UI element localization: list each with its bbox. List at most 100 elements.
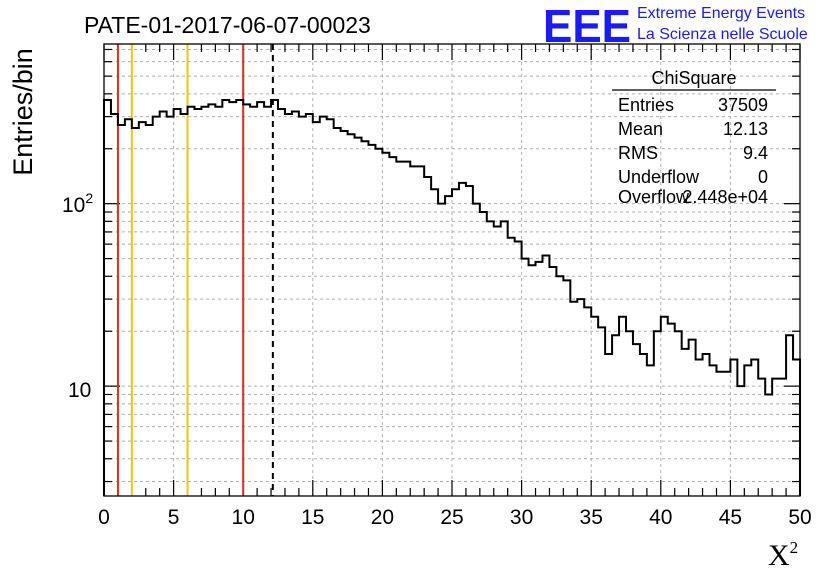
histogram-bin bbox=[306, 114, 313, 496]
histogram-bin bbox=[355, 138, 362, 496]
y-tick-label-100: 102 bbox=[62, 190, 93, 217]
plot-frame bbox=[103, 43, 801, 497]
histogram-bin bbox=[188, 107, 195, 496]
histogram-bin bbox=[320, 117, 327, 496]
histogram-bin bbox=[501, 221, 508, 496]
histogram-bin bbox=[584, 307, 591, 496]
grid bbox=[104, 44, 800, 496]
histogram-bin bbox=[341, 131, 348, 496]
histogram-bin bbox=[626, 331, 633, 496]
histogram-bin bbox=[111, 114, 118, 496]
stats-label-rms: RMS bbox=[618, 143, 658, 163]
histogram-bin bbox=[647, 365, 654, 496]
histogram-bin bbox=[292, 111, 299, 496]
histogram-bin bbox=[438, 204, 445, 496]
histogram-bin bbox=[153, 117, 160, 496]
chart-title: PATE-01-2017-06-07-00023 bbox=[84, 12, 371, 38]
eee-logo-line2: La Scienza nelle Scuole bbox=[637, 26, 808, 43]
histogram-bin bbox=[591, 317, 598, 496]
y-tick-label-10: 10 bbox=[68, 379, 91, 402]
histogram-bin bbox=[118, 125, 125, 496]
histogram-bin bbox=[201, 107, 208, 496]
histogram-bin bbox=[348, 134, 355, 496]
x-tick-label: 35 bbox=[580, 506, 603, 529]
histogram-bin bbox=[619, 317, 626, 496]
y-tick-label-100-exponent: 2 bbox=[85, 190, 93, 206]
histogram-bin bbox=[716, 372, 723, 496]
stats-label-entries: Entries bbox=[618, 95, 674, 115]
histogram-outline bbox=[103, 98, 801, 496]
x-tick-label: 5 bbox=[168, 506, 180, 529]
x-tick-label: 20 bbox=[371, 506, 394, 529]
histogram-bin bbox=[758, 379, 765, 496]
histogram-bin bbox=[793, 359, 800, 496]
histogram-bin bbox=[368, 145, 375, 496]
histogram-bin bbox=[396, 162, 403, 496]
stats-label-mean: Mean bbox=[618, 119, 663, 139]
x-tick-label: 40 bbox=[649, 506, 672, 529]
stats-value-rms: 9.4 bbox=[743, 143, 768, 163]
histogram-bin bbox=[125, 119, 132, 496]
histogram-bin bbox=[250, 107, 257, 496]
histogram-bin bbox=[549, 267, 556, 496]
histogram-bin bbox=[410, 166, 417, 496]
histogram-bin bbox=[167, 117, 174, 496]
histogram-bin bbox=[264, 107, 271, 496]
histogram-bin bbox=[334, 128, 341, 496]
y-tick-label-100-base: 10 bbox=[62, 194, 85, 217]
histogram-bin bbox=[389, 157, 396, 496]
histogram-bin bbox=[459, 183, 466, 496]
stats-value-underflow: 0 bbox=[758, 167, 768, 187]
histogram-bin bbox=[229, 102, 236, 496]
y-axis-label: Entries/bin bbox=[8, 48, 38, 176]
histogram-bin bbox=[146, 125, 153, 496]
histogram-bin bbox=[744, 365, 751, 496]
x-tick-labels: 0 5 10 15 20 25 30 35 40 45 50 bbox=[98, 506, 812, 529]
histogram-bin bbox=[215, 107, 222, 496]
histogram-bin bbox=[703, 354, 710, 496]
histogram-bin bbox=[577, 299, 584, 496]
histogram-bin bbox=[779, 379, 786, 496]
histogram-bin bbox=[271, 100, 278, 496]
histogram-bin bbox=[313, 122, 320, 496]
x-tick-label: 25 bbox=[440, 506, 463, 529]
histogram-bin bbox=[710, 365, 717, 496]
histogram-bin bbox=[751, 359, 758, 496]
histogram-bin bbox=[417, 166, 424, 496]
histogram-bin bbox=[473, 204, 480, 496]
histogram-bin bbox=[424, 177, 431, 496]
histogram-bin bbox=[675, 331, 682, 496]
histogram-bin bbox=[445, 196, 452, 496]
histogram-bin bbox=[696, 359, 703, 496]
histogram-bin bbox=[403, 162, 410, 496]
histogram-bin bbox=[132, 128, 139, 496]
stats-box: ChiSquare Entries 37509 Mean 12.13 RMS 9… bbox=[612, 68, 776, 207]
histogram-bin bbox=[285, 114, 292, 496]
histogram-bin bbox=[612, 335, 619, 496]
histogram-bin bbox=[375, 149, 382, 496]
histogram-bin bbox=[299, 117, 306, 496]
stats-value-overflow: 2.448e+04 bbox=[682, 187, 768, 207]
histogram-bin bbox=[640, 354, 647, 496]
histogram-bin bbox=[208, 104, 215, 496]
histogram-bin bbox=[536, 262, 543, 496]
histogram-bin bbox=[222, 100, 229, 496]
x-tick-label: 0 bbox=[98, 506, 110, 529]
histogram-bin bbox=[772, 379, 779, 496]
histogram-bin bbox=[382, 153, 389, 496]
histogram-bin bbox=[431, 189, 438, 496]
histogram-bin bbox=[327, 119, 334, 496]
stats-label-overflow: Overflow bbox=[618, 187, 690, 207]
x-tick-label: 50 bbox=[788, 506, 811, 529]
histogram-bin bbox=[730, 359, 737, 496]
histogram-bin bbox=[480, 212, 487, 496]
stats-label-underflow: Underflow bbox=[618, 167, 700, 187]
x-tick-label: 10 bbox=[232, 506, 255, 529]
x-axis-label-text: X bbox=[768, 539, 790, 572]
histogram-bin bbox=[598, 327, 605, 496]
histogram-bin bbox=[494, 226, 501, 496]
histogram-bin bbox=[257, 102, 264, 496]
histogram-bin bbox=[570, 302, 577, 496]
histogram-bin bbox=[487, 221, 494, 496]
histogram-bin bbox=[139, 122, 146, 496]
